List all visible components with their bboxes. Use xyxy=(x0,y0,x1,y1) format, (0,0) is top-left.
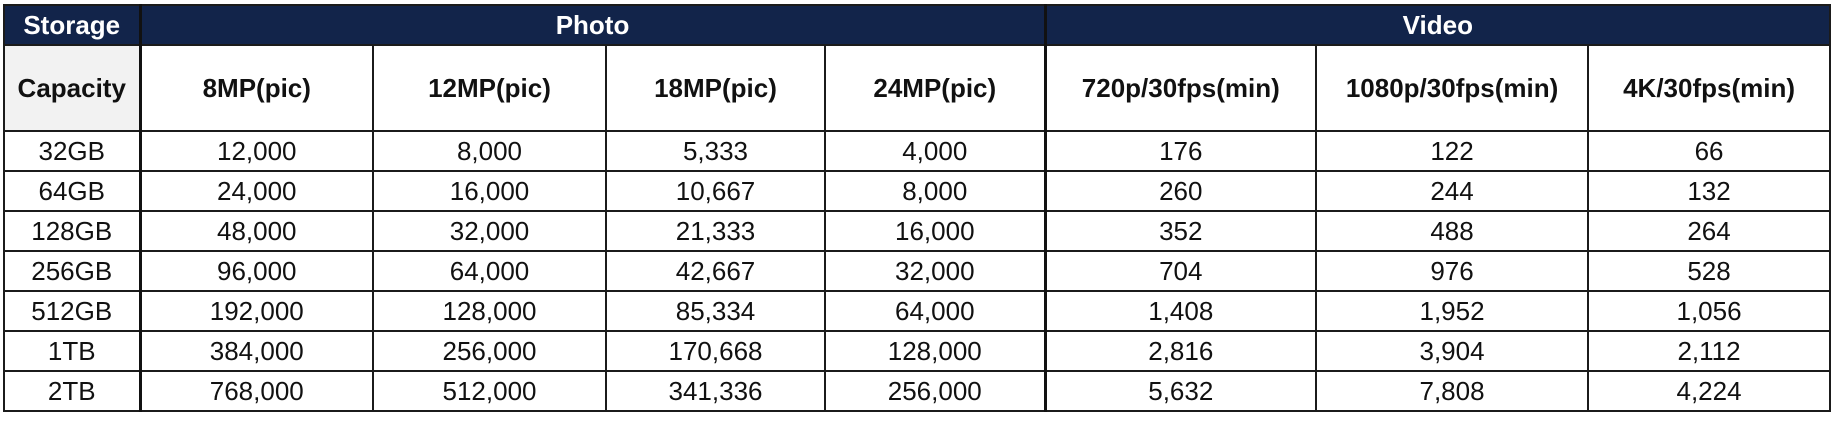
row-capacity: 2TB xyxy=(3,370,142,412)
table-cell: 4,000 xyxy=(823,130,1047,172)
row-capacity: 512GB xyxy=(3,290,142,332)
table-cell: 2,112 xyxy=(1587,330,1832,372)
table-cell: 341,336 xyxy=(605,370,826,412)
row-capacity: 128GB xyxy=(3,210,142,252)
table-cell: 512,000 xyxy=(372,370,607,412)
table-cell: 1,408 xyxy=(1044,290,1318,332)
table-cell: 768,000 xyxy=(139,370,374,412)
table-cell: 5,333 xyxy=(605,130,826,172)
table-cell: 32,000 xyxy=(823,250,1047,292)
header-row-groups: Storage Photo Video xyxy=(3,4,1832,46)
table-row: 256GB 96,000 64,000 42,667 32,000 704 97… xyxy=(3,250,1832,292)
header-col-720p: 720p/30fps(min) xyxy=(1044,44,1318,132)
table-cell: 10,667 xyxy=(605,170,826,212)
table-cell: 8,000 xyxy=(372,130,607,172)
table-cell: 1,952 xyxy=(1315,290,1590,332)
table-cell: 85,334 xyxy=(605,290,826,332)
header-col-24mp: 24MP(pic) xyxy=(823,44,1047,132)
table-cell: 260 xyxy=(1044,170,1318,212)
header-col-8mp: 8MP(pic) xyxy=(139,44,374,132)
table-cell: 2,816 xyxy=(1044,330,1318,372)
table-cell: 5,632 xyxy=(1044,370,1318,412)
header-col-1080p: 1080p/30fps(min) xyxy=(1315,44,1590,132)
table-cell: 704 xyxy=(1044,250,1318,292)
header-row-columns: Capacity 8MP(pic) 12MP(pic) 18MP(pic) 24… xyxy=(3,44,1832,132)
table-cell: 132 xyxy=(1587,170,1832,212)
table-cell: 64,000 xyxy=(823,290,1047,332)
table-row: 2TB 768,000 512,000 341,336 256,000 5,63… xyxy=(3,370,1832,412)
table-cell: 1,056 xyxy=(1587,290,1832,332)
table-cell: 192,000 xyxy=(139,290,374,332)
table-row: 1TB 384,000 256,000 170,668 128,000 2,81… xyxy=(3,330,1832,372)
table-cell: 488 xyxy=(1315,210,1590,252)
table-cell: 170,668 xyxy=(605,330,826,372)
row-capacity: 1TB xyxy=(3,330,142,372)
table-cell: 16,000 xyxy=(372,170,607,212)
table-cell: 48,000 xyxy=(139,210,374,252)
table-cell: 8,000 xyxy=(823,170,1047,212)
row-capacity: 32GB xyxy=(3,130,142,172)
table-cell: 256,000 xyxy=(372,330,607,372)
table-cell: 24,000 xyxy=(139,170,374,212)
table-row: 32GB 12,000 8,000 5,333 4,000 176 122 66 xyxy=(3,130,1832,172)
table-row: 64GB 24,000 16,000 10,667 8,000 260 244 … xyxy=(3,170,1832,212)
table-cell: 66 xyxy=(1587,130,1832,172)
row-capacity: 64GB xyxy=(3,170,142,212)
table-cell: 128,000 xyxy=(372,290,607,332)
table-cell: 21,333 xyxy=(605,210,826,252)
table-cell: 42,667 xyxy=(605,250,826,292)
table-cell: 176 xyxy=(1044,130,1318,172)
storage-capacity-table: Storage Photo Video Capacity 8MP(pic) 12… xyxy=(3,4,1832,412)
table-cell: 384,000 xyxy=(139,330,374,372)
header-photo-group: Photo xyxy=(138,4,1047,46)
storage-capacity-table-container: Storage Photo Video Capacity 8MP(pic) 12… xyxy=(3,4,1832,432)
table-cell: 3,904 xyxy=(1315,330,1590,372)
table-cell: 12,000 xyxy=(139,130,374,172)
table-cell: 7,808 xyxy=(1315,370,1590,412)
table-cell: 64,000 xyxy=(372,250,607,292)
table-cell: 96,000 xyxy=(139,250,374,292)
table-row: 128GB 48,000 32,000 21,333 16,000 352 48… xyxy=(3,210,1832,252)
header-capacity: Capacity xyxy=(3,44,142,132)
header-col-18mp: 18MP(pic) xyxy=(605,44,826,132)
table-cell: 122 xyxy=(1315,130,1590,172)
table-cell: 4,224 xyxy=(1587,370,1832,412)
table-cell: 976 xyxy=(1315,250,1590,292)
table-cell: 264 xyxy=(1587,210,1832,252)
header-col-12mp: 12MP(pic) xyxy=(372,44,607,132)
table-cell: 16,000 xyxy=(823,210,1047,252)
table-cell: 32,000 xyxy=(372,210,607,252)
table-cell: 256,000 xyxy=(823,370,1047,412)
table-cell: 352 xyxy=(1044,210,1318,252)
row-capacity: 256GB xyxy=(3,250,142,292)
table-cell: 528 xyxy=(1587,250,1832,292)
table-row: 512GB 192,000 128,000 85,334 64,000 1,40… xyxy=(3,290,1832,332)
header-video-group: Video xyxy=(1044,4,1832,46)
header-col-4k: 4K/30fps(min) xyxy=(1587,44,1832,132)
table-cell: 128,000 xyxy=(823,330,1047,372)
table-cell: 244 xyxy=(1315,170,1590,212)
header-storage: Storage xyxy=(3,4,142,46)
